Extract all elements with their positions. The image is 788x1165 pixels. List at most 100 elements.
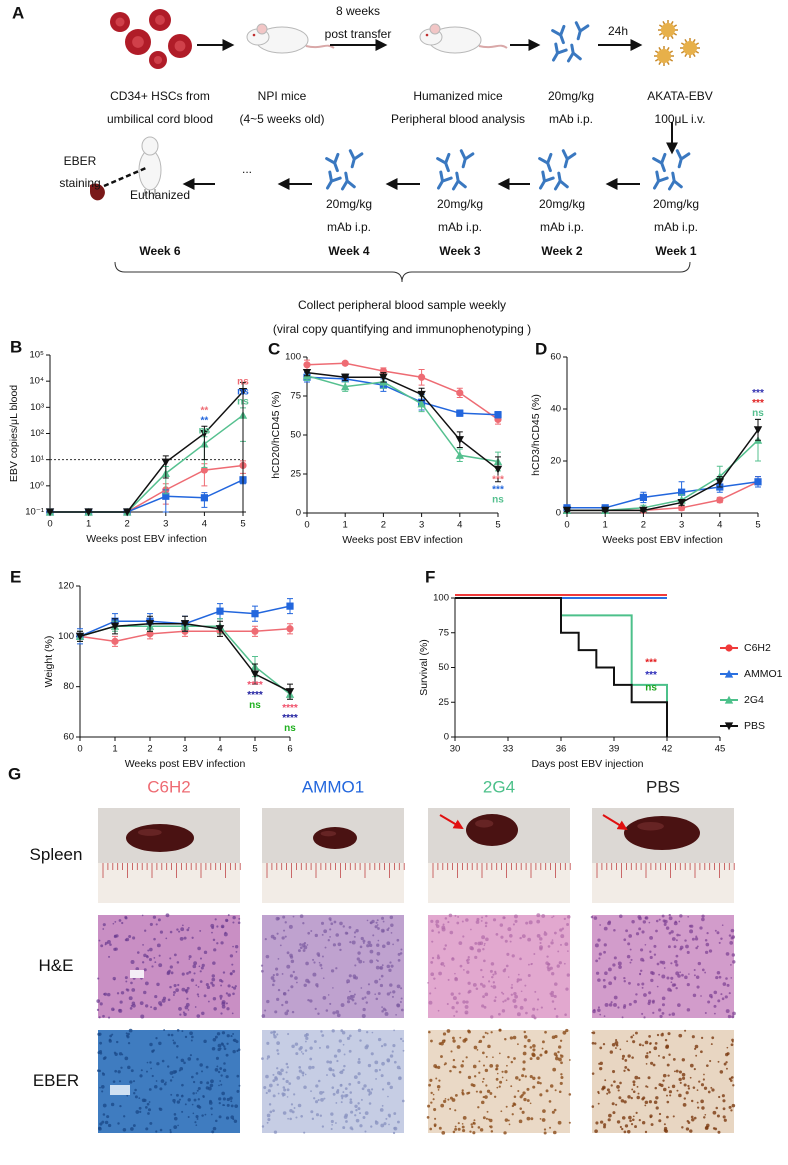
eber-cell (309, 1046, 313, 1050)
eber-cell (460, 1064, 464, 1068)
eber-cell (522, 1091, 526, 1095)
he-nucleus (139, 1001, 144, 1006)
he-nucleus (389, 961, 392, 964)
he-nucleus (647, 999, 652, 1003)
eber-cell (119, 1080, 122, 1083)
y-tick-label: 0 (556, 508, 561, 519)
eber-cell (658, 1119, 662, 1123)
eber-cell (644, 1130, 648, 1134)
eber-cell (632, 1115, 635, 1118)
he-nucleus (513, 991, 517, 996)
eber-cell (341, 1030, 346, 1035)
virus-core (657, 49, 671, 63)
he-nucleus (180, 927, 185, 932)
he-nucleus (224, 931, 227, 934)
eber-cell (511, 1104, 515, 1108)
antibody (653, 170, 669, 190)
eber-cell (99, 1086, 101, 1089)
eber-cell (141, 1098, 146, 1103)
eber-cell (679, 1081, 682, 1084)
he-nucleus (381, 964, 384, 967)
eber-cell (664, 1038, 668, 1042)
data-point (601, 506, 610, 515)
eber-cell (461, 1089, 464, 1092)
eber-cell (399, 1067, 401, 1070)
data-point (754, 478, 762, 486)
eber-cell (326, 1060, 330, 1064)
he-nucleus (145, 1004, 149, 1008)
eber-cell (270, 1031, 273, 1034)
eber-cell (267, 1117, 271, 1122)
eber-cell (615, 1103, 618, 1106)
he-nucleus (468, 989, 472, 993)
eber-cell (344, 1087, 348, 1090)
he-nucleus (435, 919, 440, 924)
significance-label: ns (249, 700, 261, 711)
eber-cell (393, 1112, 397, 1115)
he-nucleus (730, 964, 732, 966)
he-nucleus (482, 995, 485, 999)
he-nucleus (633, 999, 637, 1004)
eber-cell (172, 1098, 176, 1103)
he-nucleus (288, 924, 293, 929)
mouse-head (141, 136, 159, 156)
eber-cell (159, 1128, 163, 1132)
he-nucleus (351, 994, 355, 999)
he-nucleus (270, 976, 275, 980)
he-nucleus (323, 929, 328, 934)
he-nucleus (315, 983, 319, 987)
he-nucleus (195, 984, 198, 987)
eber-cell (118, 1052, 123, 1056)
eber-cell (464, 1037, 468, 1042)
eber-cell (335, 1090, 340, 1094)
significance-label: ** (201, 405, 209, 416)
eber-cell (328, 1060, 333, 1064)
eber-cell (218, 1084, 220, 1087)
eber-cell (230, 1104, 234, 1108)
he-nucleus (635, 993, 638, 996)
he-nucleus (203, 994, 207, 998)
eber-cell (438, 1079, 441, 1082)
eber-cell (458, 1070, 462, 1074)
eber-cell (544, 1030, 547, 1034)
he-nucleus (231, 963, 234, 966)
he-nucleus (128, 996, 133, 1001)
eber-cell (329, 1068, 333, 1072)
eber-cell (171, 1076, 174, 1078)
eber-cell (443, 1039, 446, 1042)
y-tick-label: 10⁴ (29, 376, 44, 387)
he-nucleus (113, 947, 117, 951)
he-nucleus (286, 951, 290, 955)
eber-cell (99, 1041, 103, 1045)
eber-cell (223, 1047, 227, 1051)
eber-cell (603, 1123, 607, 1127)
eber-cell (321, 1034, 325, 1037)
eber-cell (375, 1078, 377, 1080)
he-nucleus (541, 914, 546, 918)
he-nucleus (692, 993, 697, 998)
photo-gap (130, 970, 144, 978)
he-nucleus (272, 979, 276, 983)
eber-cell (523, 1044, 527, 1048)
he-nucleus (567, 950, 569, 952)
he-nucleus (482, 984, 486, 988)
he-nucleus (447, 978, 450, 981)
eber-cell (432, 1093, 435, 1096)
eber-cell (526, 1116, 531, 1121)
data-point (677, 499, 686, 507)
eber-cell (456, 1045, 461, 1049)
he-nucleus (483, 1005, 487, 1009)
he-nucleus (387, 927, 390, 930)
eber-cell (591, 1041, 595, 1045)
he-nucleus (355, 929, 359, 933)
eber-cell (357, 1107, 361, 1111)
he-nucleus (102, 1014, 105, 1018)
he-nucleus (187, 1009, 190, 1011)
he-nucleus (716, 970, 721, 975)
he-nucleus (491, 975, 494, 979)
eber-cell (370, 1052, 374, 1056)
eber-cell (568, 1093, 572, 1096)
he-nucleus (731, 953, 735, 957)
eber-cell (210, 1113, 213, 1116)
eber-cell (345, 1120, 348, 1123)
